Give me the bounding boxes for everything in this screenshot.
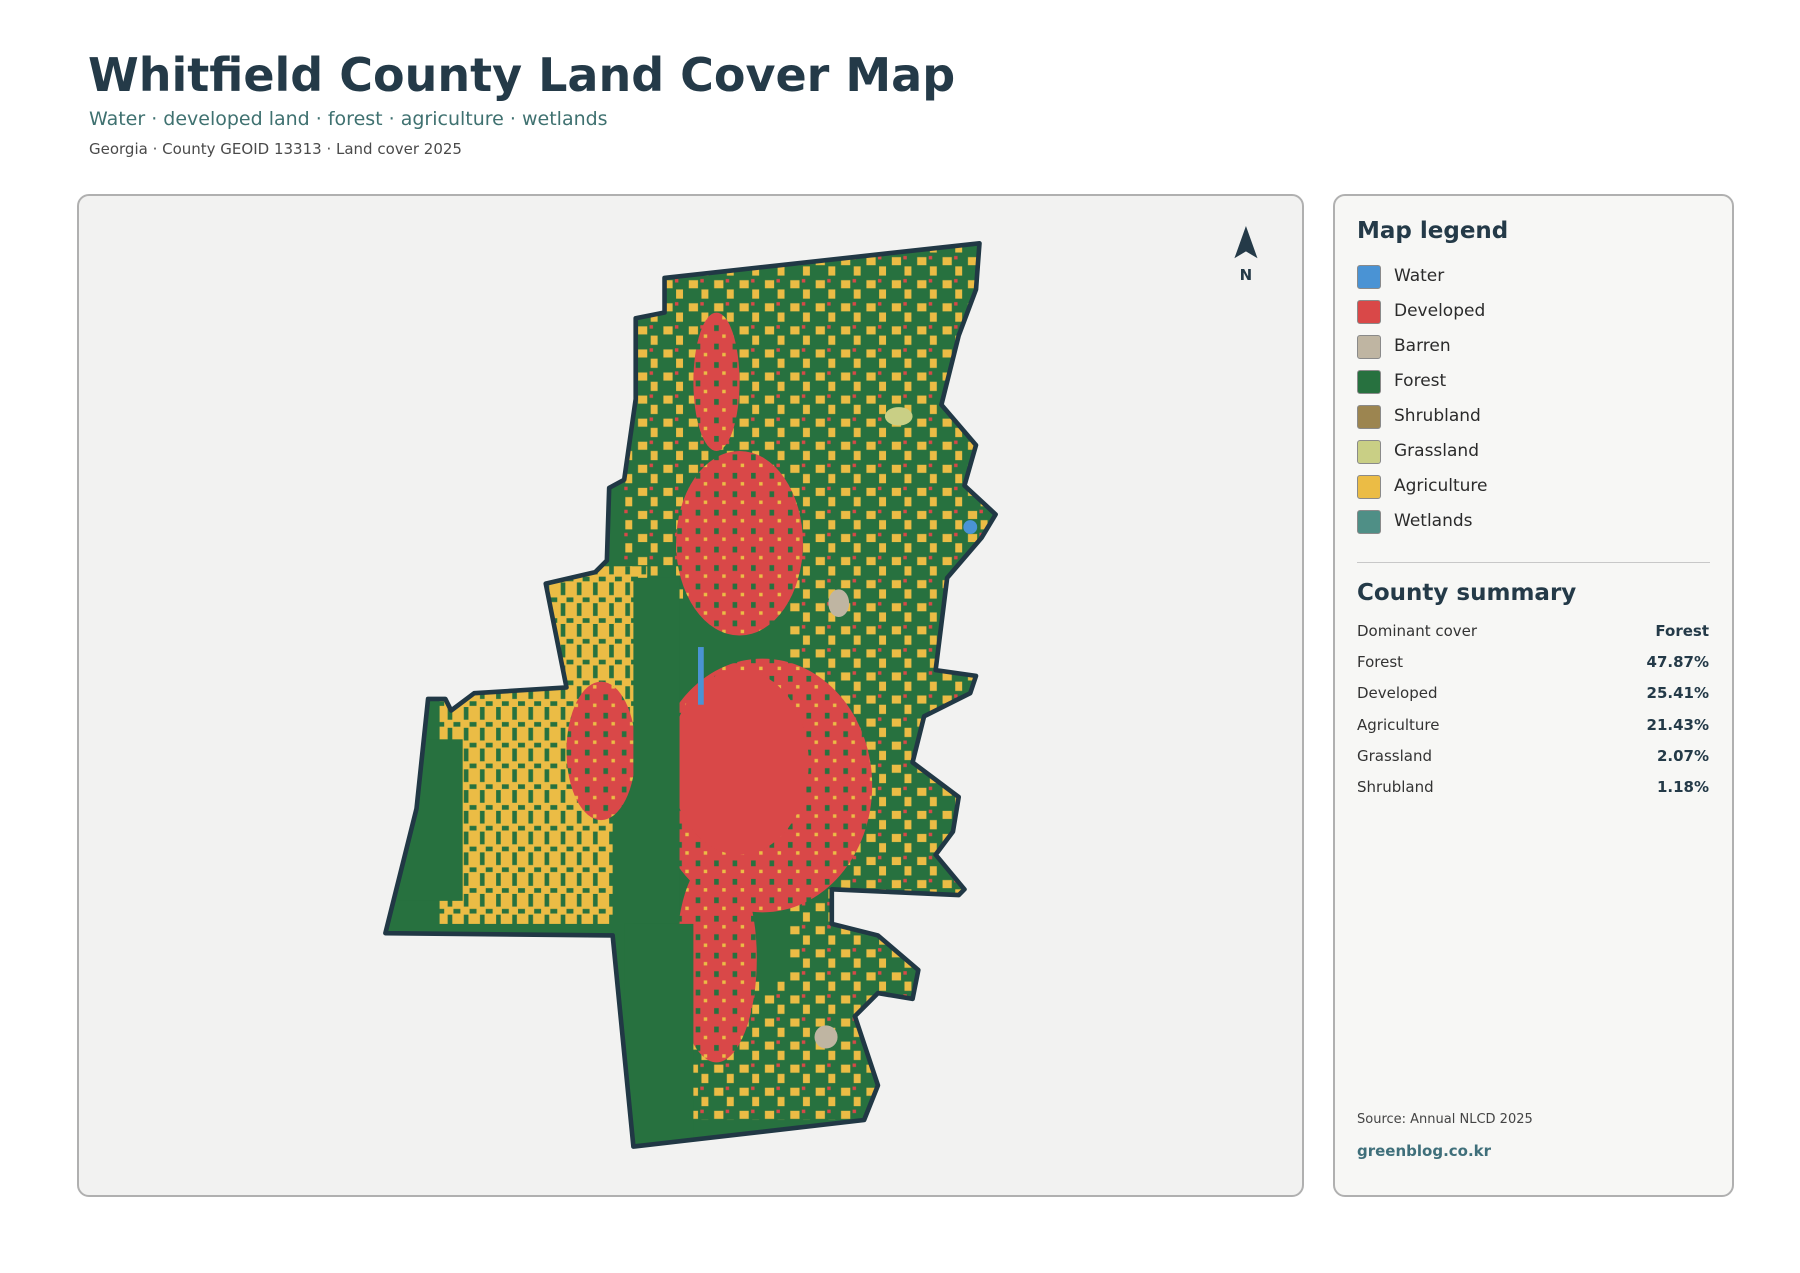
map: N bbox=[383, 225, 1258, 1149]
legend-label: Agriculture bbox=[1394, 476, 1488, 496]
legend-label: Wetlands bbox=[1394, 511, 1473, 531]
legend-label: Water bbox=[1394, 266, 1445, 286]
north-arrow bbox=[1234, 225, 1258, 259]
north-label: N bbox=[1240, 266, 1253, 284]
legend-title: Map legend bbox=[1357, 218, 1509, 244]
page-meta: Georgia · County GEOID 13313 · Land cove… bbox=[89, 140, 462, 158]
legend-swatch bbox=[1357, 370, 1381, 394]
county-outline bbox=[383, 240, 998, 1149]
page-title: Whitfield County Land Cover Map bbox=[88, 48, 956, 102]
summary-label: Agriculture bbox=[1357, 715, 1440, 734]
legend-swatch bbox=[1357, 300, 1381, 324]
legend-swatch bbox=[1357, 335, 1381, 359]
legend-swatch bbox=[1357, 440, 1381, 464]
summary-value: 1.18% bbox=[1656, 778, 1709, 796]
legend-label: Shrubland bbox=[1394, 406, 1481, 426]
page-subtitle: Water · developed land · forest · agricu… bbox=[89, 108, 608, 130]
map-panel: N bbox=[77, 194, 1304, 1197]
legend-swatch bbox=[1357, 405, 1381, 429]
summary-value: 21.43% bbox=[1646, 715, 1709, 734]
summary-value: Forest bbox=[1655, 622, 1709, 640]
summary-label: Shrubland bbox=[1357, 778, 1434, 796]
legend-label: Developed bbox=[1394, 301, 1486, 321]
credit: greenblog.co.kr bbox=[1357, 1142, 1492, 1160]
summary-label: Dominant cover bbox=[1357, 622, 1478, 640]
summary-title: County summary bbox=[1357, 580, 1577, 606]
source-note: Source: Annual NLCD 2025 bbox=[1357, 1112, 1533, 1127]
side-panel: Map legend Water Developed Barren Forest Shr… bbox=[1333, 194, 1734, 1197]
divider bbox=[1357, 562, 1710, 563]
legend-label: Forest bbox=[1394, 371, 1447, 391]
summary-value: 25.41% bbox=[1646, 684, 1709, 703]
legend-swatch bbox=[1357, 475, 1381, 499]
summary-label: Grassland bbox=[1357, 746, 1432, 765]
legend-swatch bbox=[1357, 510, 1381, 534]
legend-label: Barren bbox=[1394, 336, 1451, 356]
summary-value: 47.87% bbox=[1646, 653, 1709, 672]
legend-label: Grassland bbox=[1394, 441, 1479, 461]
summary-value: 2.07% bbox=[1656, 746, 1709, 765]
land-cover bbox=[385, 243, 996, 1147]
summary-label: Developed bbox=[1357, 684, 1438, 703]
legend-swatch bbox=[1357, 265, 1381, 289]
summary-label: Forest bbox=[1357, 653, 1404, 672]
